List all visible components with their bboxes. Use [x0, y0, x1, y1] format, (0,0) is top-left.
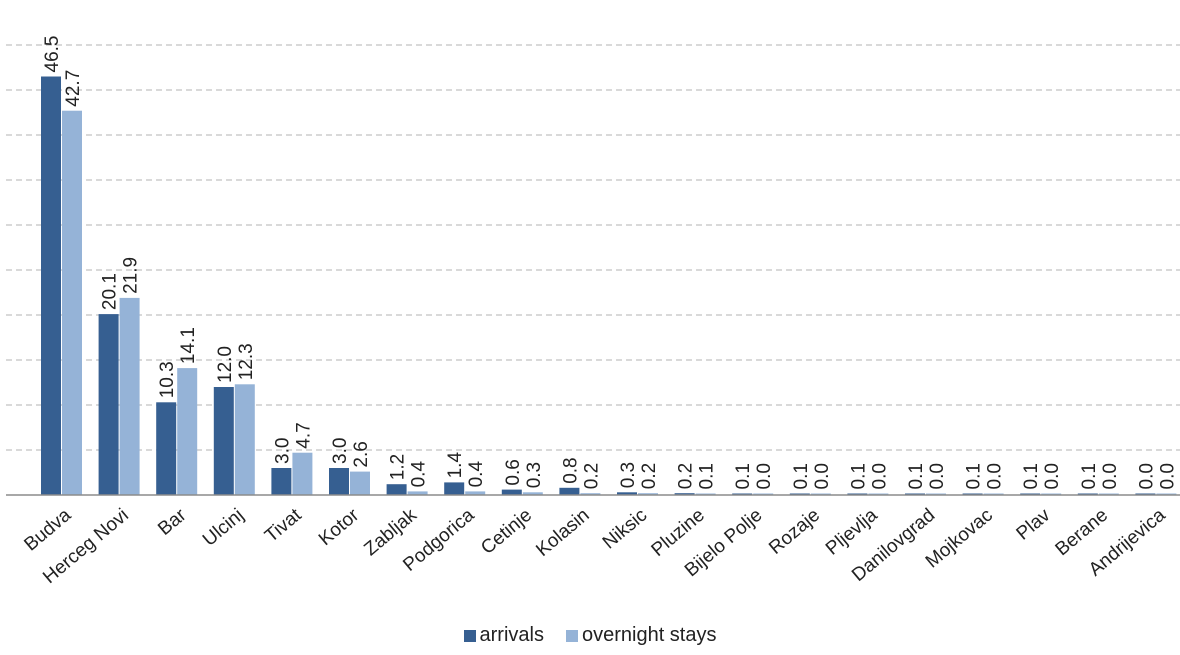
data-label: 1.2 [388, 454, 409, 480]
bar-arrivals [444, 482, 465, 495]
data-label: 0.0 [1042, 463, 1063, 489]
data-label: 0.8 [560, 457, 581, 483]
data-label: 0.6 [503, 459, 524, 485]
data-label: 0.0 [985, 463, 1006, 489]
bar-overnight-stays [234, 384, 255, 495]
category-label: Plav [1013, 504, 1055, 544]
data-label: 0.0 [927, 463, 948, 489]
bar-overnight-stays [62, 110, 82, 495]
bar-arrivals [329, 468, 349, 495]
data-label: 0.4 [409, 461, 430, 488]
data-label: 0.1 [791, 463, 812, 489]
data-label: 12.3 [236, 343, 257, 380]
data-label: 0.1 [848, 463, 869, 489]
data-label: 0.2 [581, 463, 602, 489]
data-label: 0.1 [1079, 463, 1100, 489]
data-label: 46.5 [42, 36, 63, 73]
category-label: Ulcinj [199, 505, 248, 551]
bar-overnight-stays [638, 493, 658, 495]
gridlines [6, 44, 1180, 451]
category-label: Cetinje [477, 505, 536, 559]
category-label: Kolasin [532, 505, 593, 561]
bar-arrivals [674, 493, 695, 495]
data-label: 0.0 [1136, 463, 1157, 489]
bar-arrivals [156, 402, 177, 495]
data-label: 0.2 [676, 463, 697, 489]
legend-item-overnight-stays: overnight stays [565, 624, 717, 647]
legend-swatch-overnight-stays [565, 629, 578, 642]
legend-swatch-arrivals [463, 629, 476, 642]
category-label: Kotor [315, 504, 364, 550]
legend-label-arrivals: arrivals [479, 624, 544, 646]
data-label: 0.3 [524, 462, 545, 488]
data-label: 3.0 [330, 438, 351, 464]
data-label: 12.0 [215, 346, 236, 383]
data-label: 0.4 [466, 461, 487, 488]
data-label: 10.3 [157, 361, 178, 398]
data-label: 0.0 [754, 463, 775, 489]
data-label: 0.0 [1100, 463, 1121, 489]
data-label: 0.2 [639, 463, 660, 489]
data-label: 0.1 [1021, 463, 1042, 489]
bar-overnight-stays [522, 492, 543, 495]
bar-overnight-stays [407, 491, 428, 495]
data-label: 20.1 [100, 273, 121, 310]
data-label: 0.1 [964, 463, 985, 489]
bar-overnight-stays [292, 452, 313, 495]
data-label: 0.1 [906, 463, 927, 489]
bar-overnight-stays [177, 368, 198, 495]
bar-arrivals [41, 76, 61, 495]
category-label: Niksic [599, 505, 651, 554]
category-label: Tivat [261, 504, 306, 547]
data-label: 4.7 [293, 422, 314, 448]
data-label: 1.4 [445, 452, 466, 479]
bar-overnight-stays [119, 297, 140, 495]
data-label: 0.0 [1157, 463, 1178, 489]
data-label: 42.7 [63, 70, 84, 107]
data-label: 2.6 [351, 441, 372, 467]
legend: arrivals overnight stays [0, 624, 1180, 647]
data-label: 21.9 [121, 257, 142, 294]
data-label: 0.1 [733, 463, 754, 489]
bar-arrivals [98, 314, 119, 495]
category-label: Bar [154, 504, 191, 540]
bar-arrivals [213, 387, 234, 495]
data-label: 3.0 [272, 438, 293, 464]
bar-arrivals [501, 489, 522, 495]
bar-arrivals [271, 468, 292, 495]
category-label: Rozaje [765, 505, 824, 559]
bar-overnight-stays [580, 493, 601, 495]
bar-overnight-stays [350, 471, 370, 495]
data-label: 0.1 [697, 463, 718, 489]
legend-item-arrivals: arrivals [463, 624, 544, 647]
bar-arrivals [559, 487, 580, 495]
data-label: 0.0 [869, 463, 890, 489]
data-label: 0.0 [812, 463, 833, 489]
bar-arrivals [386, 484, 407, 495]
legend-label-overnight-stays: overnight stays [581, 624, 717, 646]
data-label: 0.3 [618, 462, 639, 488]
bars [41, 76, 1177, 495]
data-label: 14.1 [178, 327, 199, 364]
bar-arrivals [617, 492, 637, 495]
bar-chart: 46.542.720.1 21.910.314.112.0 12.33.04.73.… [6, 36, 1180, 588]
data-labels: 46.542.720.1 21.910.314.112.0 12.33.04.73.… [42, 36, 1178, 490]
bar-overnight-stays [465, 491, 486, 495]
